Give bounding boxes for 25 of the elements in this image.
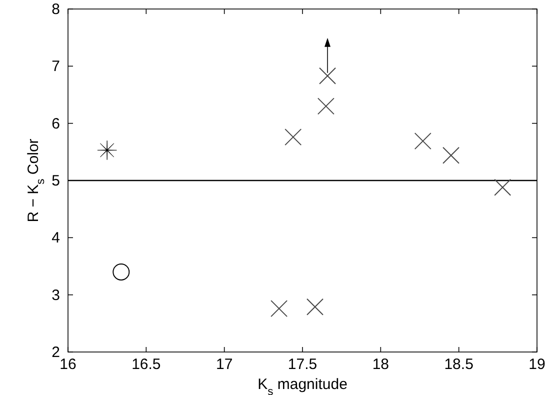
- point: [317, 98, 334, 115]
- x-tick-label: 16.5: [132, 356, 161, 373]
- point: [112, 263, 130, 280]
- point: [319, 67, 336, 84]
- y-tick-label: 6: [52, 115, 60, 132]
- point: [494, 178, 512, 196]
- point: [284, 128, 302, 146]
- y-tick-label: 8: [52, 1, 60, 18]
- y-tick-label: 7: [52, 58, 60, 76]
- point: [306, 298, 324, 316]
- y-tick-label: 2: [52, 344, 60, 361]
- x-axis-title: K$_{s}$ magnitude: [258, 376, 348, 395]
- y-tick-label: 5: [52, 172, 60, 190]
- x-tick-label: 18: [372, 356, 390, 373]
- x-tick-label: 16: [60, 356, 76, 373]
- x-tick-label: 17.5: [288, 356, 318, 373]
- point: [97, 140, 117, 160]
- x-tick-label: 18.5: [444, 356, 474, 373]
- point: [442, 146, 460, 164]
- point: [414, 132, 432, 150]
- x-tick-label: 17: [216, 356, 233, 373]
- y-tick-label: 4: [52, 230, 60, 247]
- x-tick-label: 19: [528, 356, 545, 373]
- y-tick-label: 3: [52, 286, 60, 304]
- point: [270, 300, 288, 318]
